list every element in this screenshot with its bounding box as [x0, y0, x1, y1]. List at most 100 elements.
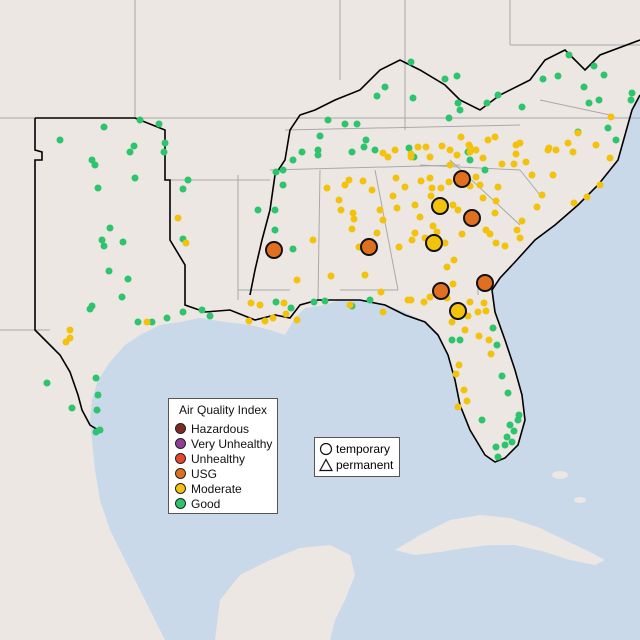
moderate-site [592, 141, 600, 149]
moderate-site [407, 296, 415, 304]
good-site [498, 372, 506, 380]
moderate-site [256, 301, 264, 309]
shape-legend: temporary permanent [314, 437, 400, 477]
moderate-site [269, 314, 277, 322]
moderate-site [453, 151, 461, 159]
moderate-site [446, 146, 454, 154]
good-site [371, 146, 379, 154]
moderate-site [429, 222, 437, 230]
good-site [136, 116, 144, 124]
unhealthy-swatch-icon [175, 453, 186, 464]
moderate-site [450, 256, 458, 264]
good-site [503, 433, 511, 441]
moderate-large-site [449, 302, 467, 320]
good-site [453, 72, 461, 80]
good-site [441, 75, 449, 83]
moderate-site [309, 236, 317, 244]
moderate-site [395, 243, 403, 251]
moderate-site [379, 149, 387, 157]
moderate-site [466, 148, 474, 156]
usg-site [432, 282, 450, 300]
moderate-site [607, 113, 615, 121]
shape-row-temporary: temporary [319, 441, 390, 457]
good-site [134, 318, 142, 326]
moderate-site [379, 308, 387, 316]
good-site [348, 148, 356, 156]
good-site [100, 123, 108, 131]
moderate-site [327, 272, 335, 280]
moderate-site [569, 148, 577, 156]
moderate-site [552, 146, 560, 154]
good-site [93, 406, 101, 414]
moderate-site [368, 186, 376, 194]
good-site [94, 184, 102, 192]
good-site [483, 99, 491, 107]
moderate-site [518, 217, 526, 225]
moderate-site [293, 316, 301, 324]
moderate-site [62, 338, 70, 346]
moderate-site [359, 177, 367, 185]
moderate-site [379, 216, 387, 224]
good-site [184, 176, 192, 184]
good-site [92, 374, 100, 382]
good-site [492, 443, 500, 451]
moderate-site [426, 174, 434, 182]
good-site [316, 132, 324, 140]
good-site [445, 114, 453, 122]
good-site [161, 139, 169, 147]
moderate-site [494, 183, 502, 191]
moderate-site [407, 153, 415, 161]
good-site [163, 314, 171, 322]
moderate-site [491, 133, 499, 141]
good-site [155, 120, 163, 128]
moderate-site [411, 201, 419, 209]
legend-label: Hazardous [191, 421, 250, 436]
moderate-site [479, 154, 487, 162]
good-site [289, 156, 297, 164]
good-site [510, 427, 518, 435]
good-site [100, 242, 108, 250]
legend-label: Good [191, 496, 221, 511]
good-site [565, 51, 573, 59]
good-site [126, 148, 134, 156]
moderate-site [498, 160, 506, 168]
good-site [580, 83, 588, 91]
moderate-site [480, 299, 488, 307]
moderate-site [485, 336, 493, 344]
good-site [271, 226, 279, 234]
good-site [279, 181, 287, 189]
moderate-site [574, 129, 582, 137]
good-site [105, 267, 113, 275]
good-site [481, 166, 489, 174]
moderate-site [482, 307, 490, 315]
moderate-site [392, 174, 400, 182]
good-site [501, 441, 509, 449]
good-site [289, 245, 297, 253]
moderate-large-site [425, 234, 443, 252]
usg-site [476, 274, 494, 292]
legend-row-good: Good [175, 496, 220, 511]
good-site [366, 296, 374, 304]
moderate-site [414, 143, 422, 151]
good-site [627, 96, 635, 104]
moderate-site [389, 192, 397, 200]
moderate-site [501, 242, 509, 250]
good-site [321, 297, 329, 305]
good-site [272, 168, 280, 176]
usg-site [463, 209, 481, 227]
good-site [405, 144, 413, 152]
good-site [514, 416, 522, 424]
good-site [272, 298, 280, 306]
good-site [628, 89, 636, 97]
moderate-site [182, 239, 190, 247]
legend-label: USG [191, 466, 218, 481]
moderate-site [433, 228, 441, 236]
moderate-site [463, 397, 471, 405]
moderate-site [472, 173, 480, 181]
good-site [381, 83, 389, 91]
good-site [466, 156, 474, 164]
moderate-site [416, 213, 424, 221]
good-site [118, 293, 126, 301]
good-site [271, 206, 279, 214]
